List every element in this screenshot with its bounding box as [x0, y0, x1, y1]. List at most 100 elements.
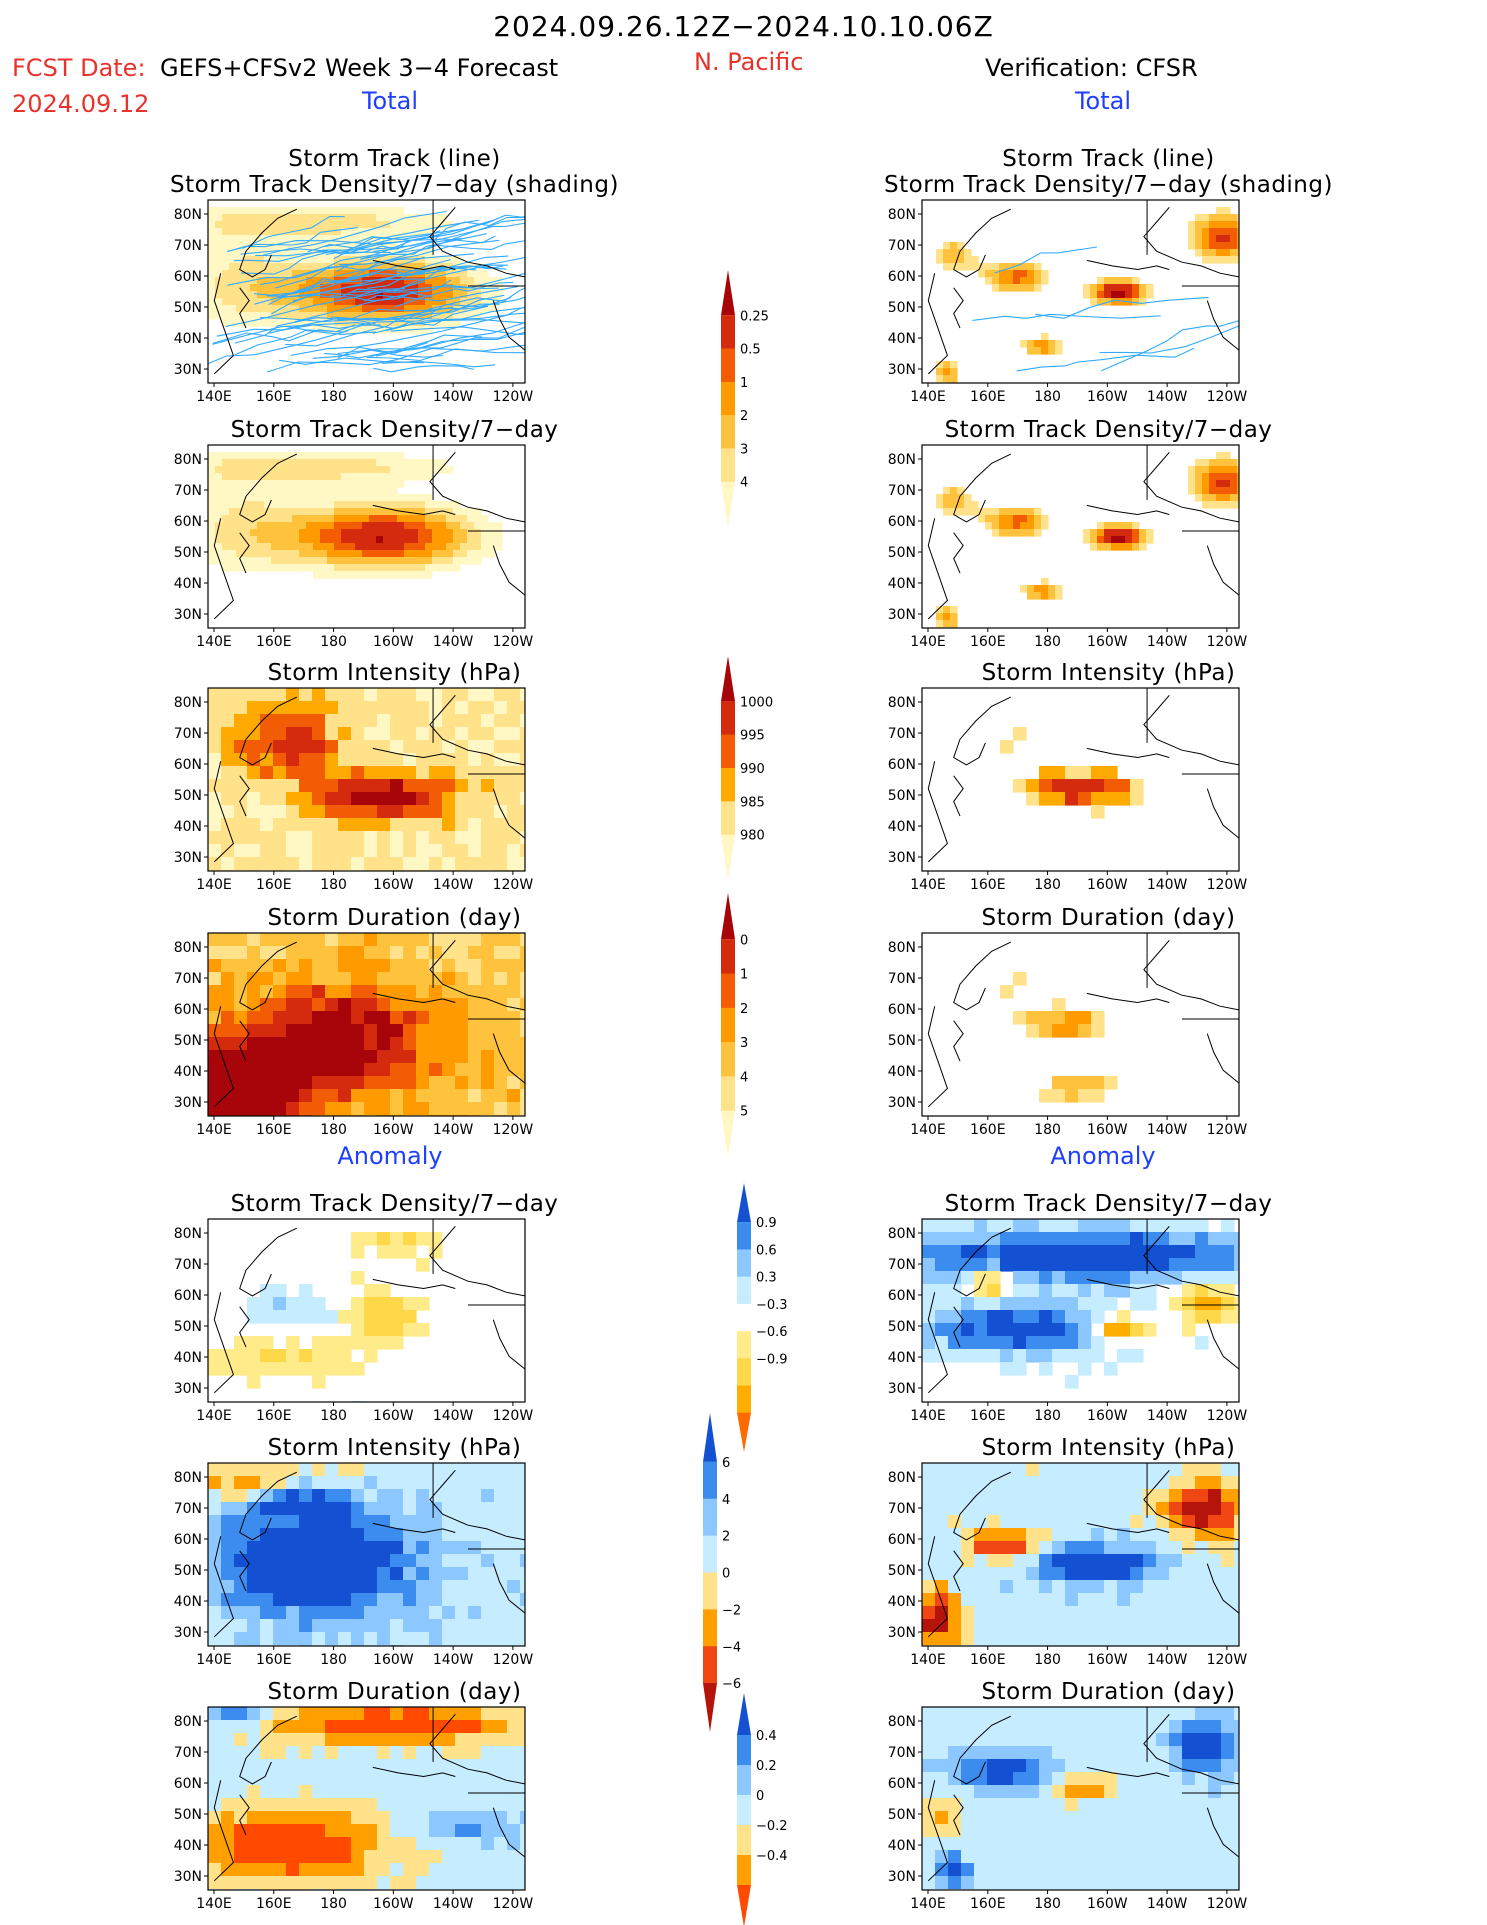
grid-cell	[271, 557, 279, 565]
grid-cell	[1065, 1707, 1079, 1721]
coastline	[372, 504, 456, 516]
grid-cell	[481, 818, 495, 832]
grid-cell	[369, 452, 377, 460]
grid-cell	[1195, 214, 1203, 222]
grid-cell	[299, 1645, 313, 1646]
grid-cell	[1078, 1232, 1092, 1246]
grid-cell	[383, 256, 391, 264]
grid-cell	[1104, 1284, 1118, 1298]
y-tick-label: 40N	[174, 1838, 202, 1854]
storm-track-line	[267, 344, 525, 373]
grid-cell	[1065, 1219, 1079, 1233]
grid-cell	[1195, 494, 1203, 502]
grid-cell	[1216, 459, 1224, 467]
grid-cell	[306, 319, 314, 327]
grid-cell	[943, 256, 951, 264]
x-tick-label: 160W	[373, 1122, 414, 1138]
grid-cell	[364, 1284, 378, 1298]
grid-cell	[222, 466, 230, 474]
grid-cell	[403, 933, 417, 947]
grid-cell	[221, 831, 235, 845]
grid-cell	[1065, 792, 1079, 806]
grid-cell	[494, 1824, 508, 1838]
grid-cell	[1026, 1336, 1040, 1350]
grid-cell	[364, 1632, 378, 1646]
grid-cell	[439, 522, 447, 530]
grid-cell	[260, 1011, 274, 1025]
grid-cell	[221, 740, 235, 754]
grid-cell	[468, 857, 482, 871]
colorbar-arrow	[721, 1110, 735, 1157]
grid-cell	[229, 564, 237, 572]
grid-cell	[1027, 529, 1035, 537]
grid-cell	[404, 529, 412, 537]
grid-cell	[1182, 1463, 1196, 1477]
grid-cell	[236, 242, 244, 250]
grid-cell	[286, 792, 300, 806]
coastline	[429, 206, 525, 278]
grid-cell	[403, 946, 417, 960]
grid-cell	[312, 1528, 326, 1542]
grid-cell	[208, 1720, 222, 1734]
grid-cell	[369, 466, 377, 474]
grid-cell	[341, 557, 349, 565]
grid-cell	[1195, 1245, 1209, 1259]
grid-cell	[429, 1076, 443, 1090]
grid-cell	[1104, 1323, 1118, 1337]
grid-cell	[338, 1580, 352, 1594]
grid-cell	[299, 543, 307, 551]
grid-cell	[208, 459, 216, 467]
grid-cell	[278, 207, 286, 215]
grid-cell	[299, 1297, 313, 1311]
grid-cell	[468, 985, 482, 999]
grid-cell	[1208, 1502, 1222, 1516]
grid-cell	[299, 831, 313, 845]
grid-cell	[1195, 1785, 1209, 1799]
grid-cell	[260, 1063, 274, 1077]
grid-cell	[1234, 1733, 1239, 1747]
grid-cell	[208, 1362, 222, 1376]
grid-cell	[455, 1011, 469, 1025]
grid-cell	[247, 766, 261, 780]
grid-cell	[247, 1489, 261, 1503]
grid-cell	[243, 522, 251, 530]
grid-cell	[1097, 277, 1105, 285]
grid-cell	[1234, 1606, 1239, 1620]
grid-cell	[1169, 1219, 1183, 1233]
grid-cell	[481, 298, 489, 306]
grid-cell	[961, 1733, 975, 1747]
grid-cell	[432, 459, 440, 467]
colorbar-segment	[737, 1385, 751, 1414]
coastline	[492, 300, 525, 351]
grid-cell	[429, 1876, 443, 1890]
grid-cell	[978, 515, 986, 523]
grid-cell	[974, 1720, 988, 1734]
grid-cell	[325, 1489, 339, 1503]
x-tick-label: 160W	[373, 1652, 414, 1668]
grid-cell	[1130, 1463, 1144, 1477]
grid-cell	[221, 1349, 235, 1363]
grid-cell	[1078, 1824, 1092, 1838]
grid-cell	[1156, 1619, 1170, 1633]
grid-cell	[362, 298, 370, 306]
grid-cell	[1020, 529, 1028, 537]
y-tick-label: 40N	[888, 576, 916, 592]
grid-cell	[1091, 1606, 1105, 1620]
grid-cell	[377, 1102, 391, 1116]
grid-cell	[1237, 221, 1239, 229]
grid-cell	[1065, 1528, 1079, 1542]
grid-cell	[376, 452, 384, 460]
colorbar-segment	[721, 768, 735, 802]
grid-cell	[264, 515, 272, 523]
grid-cell	[327, 319, 335, 327]
grid-cell	[1118, 284, 1126, 292]
grid-cell	[1130, 1502, 1144, 1516]
grid-cell	[1000, 1245, 1014, 1259]
grid-cell	[1130, 1580, 1144, 1594]
grid-cell	[429, 753, 443, 767]
colorbar-label: 985	[740, 795, 765, 810]
grid-cell	[273, 1476, 287, 1490]
grid-cell	[338, 1824, 352, 1838]
grid-cell	[390, 1811, 404, 1825]
